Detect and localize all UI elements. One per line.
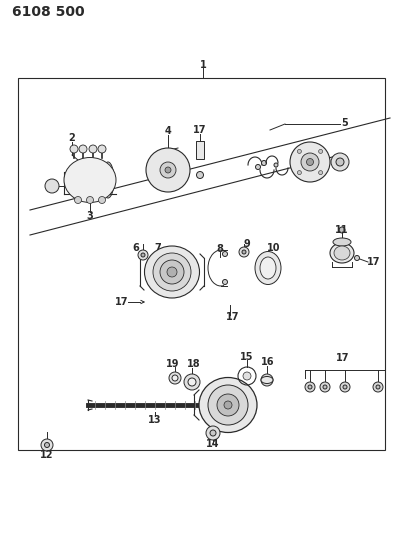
Circle shape	[320, 382, 330, 392]
Circle shape	[184, 374, 200, 390]
Text: 2: 2	[69, 133, 75, 143]
Circle shape	[297, 149, 302, 154]
Circle shape	[206, 426, 220, 440]
Circle shape	[290, 142, 330, 182]
Ellipse shape	[255, 252, 281, 285]
Text: 4: 4	[164, 126, 171, 136]
Ellipse shape	[160, 260, 184, 284]
Circle shape	[86, 197, 93, 204]
Text: 11: 11	[335, 225, 349, 235]
Text: 19: 19	[166, 359, 180, 369]
Text: 10: 10	[267, 243, 281, 253]
Circle shape	[339, 227, 345, 233]
Ellipse shape	[144, 246, 200, 298]
Circle shape	[242, 250, 246, 254]
Circle shape	[340, 382, 350, 392]
Circle shape	[323, 385, 327, 389]
Circle shape	[138, 250, 148, 260]
Ellipse shape	[217, 394, 239, 416]
Circle shape	[98, 197, 106, 204]
Ellipse shape	[102, 162, 114, 198]
Circle shape	[44, 442, 49, 448]
Ellipse shape	[224, 401, 232, 409]
Circle shape	[373, 382, 383, 392]
Circle shape	[172, 375, 178, 381]
Circle shape	[319, 149, 323, 154]
Circle shape	[41, 439, 53, 451]
Ellipse shape	[330, 243, 354, 263]
Circle shape	[319, 171, 323, 175]
Circle shape	[261, 374, 273, 386]
Text: 12: 12	[40, 450, 54, 460]
Circle shape	[169, 372, 181, 384]
Text: 17: 17	[367, 257, 381, 267]
Circle shape	[239, 247, 249, 257]
Circle shape	[306, 158, 313, 166]
Text: 1: 1	[200, 60, 206, 70]
Circle shape	[255, 165, 260, 169]
Text: 16: 16	[261, 357, 275, 367]
Text: 9: 9	[244, 239, 251, 249]
Circle shape	[274, 163, 278, 167]
Circle shape	[343, 385, 347, 389]
Ellipse shape	[333, 238, 351, 246]
Circle shape	[331, 153, 349, 171]
Circle shape	[243, 372, 251, 380]
Circle shape	[222, 252, 228, 256]
Ellipse shape	[64, 157, 116, 203]
Text: 6: 6	[133, 243, 140, 253]
Circle shape	[297, 171, 302, 175]
Circle shape	[305, 382, 315, 392]
Circle shape	[165, 167, 171, 173]
Text: 17: 17	[336, 353, 350, 363]
Circle shape	[355, 255, 359, 261]
Text: 17: 17	[115, 297, 129, 307]
Ellipse shape	[153, 253, 191, 291]
Ellipse shape	[199, 377, 257, 432]
Ellipse shape	[261, 376, 273, 384]
Circle shape	[301, 153, 319, 171]
Text: 14: 14	[206, 439, 220, 449]
Text: 18: 18	[187, 359, 201, 369]
Ellipse shape	[208, 385, 248, 425]
Text: 3: 3	[86, 211, 93, 221]
Text: 7: 7	[155, 243, 162, 253]
Text: 15: 15	[240, 352, 254, 362]
Text: 8: 8	[217, 244, 224, 254]
Ellipse shape	[334, 246, 350, 260]
Circle shape	[376, 385, 380, 389]
Text: 6108 500: 6108 500	[12, 5, 84, 19]
Circle shape	[141, 253, 145, 257]
Circle shape	[79, 145, 87, 153]
Text: 17: 17	[226, 312, 240, 322]
Circle shape	[262, 160, 266, 166]
Text: 5: 5	[341, 118, 348, 128]
Ellipse shape	[167, 267, 177, 277]
Text: 13: 13	[148, 415, 162, 425]
Circle shape	[70, 145, 78, 153]
Circle shape	[146, 148, 190, 192]
Circle shape	[308, 385, 312, 389]
Bar	[196, 141, 204, 159]
Circle shape	[210, 430, 216, 436]
Circle shape	[75, 197, 82, 204]
Circle shape	[160, 162, 176, 178]
Circle shape	[45, 179, 59, 193]
Circle shape	[89, 145, 97, 153]
Bar	[18, 78, 385, 450]
Circle shape	[188, 378, 196, 386]
Text: 17: 17	[193, 125, 207, 135]
Circle shape	[222, 279, 228, 285]
Circle shape	[98, 145, 106, 153]
Circle shape	[197, 172, 204, 179]
Circle shape	[336, 158, 344, 166]
Ellipse shape	[260, 257, 276, 279]
